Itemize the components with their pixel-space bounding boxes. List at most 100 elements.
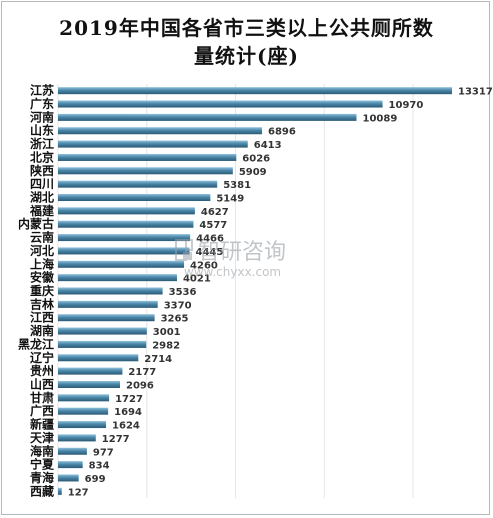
value-label: 10089 [362,113,397,124]
category-label: 西藏 [30,483,54,498]
bar [58,260,185,268]
value-label: 4627 [201,207,229,218]
category-label: 青海 [30,470,54,485]
watermark-brand: 智研咨询 [198,240,286,265]
value-label: 6026 [242,153,270,164]
bar [58,220,194,228]
category-label: 黑龙江 [18,336,54,351]
value-label: 1694 [114,407,142,418]
bar [58,447,87,455]
value-label: 3001 [153,327,181,338]
category-label: 河北 [29,243,54,258]
value-label: 6413 [254,140,282,151]
value-label: 2177 [128,367,156,378]
bar [58,367,123,375]
bar [58,314,155,322]
category-label: 云南 [30,230,54,245]
value-label: 5909 [239,167,267,178]
category-label: 江苏 [30,83,54,98]
category-label: 辽宁 [30,350,54,365]
bar [58,407,109,415]
category-label: 安徽 [30,270,55,285]
bar [58,327,147,335]
category-label: 重庆 [30,283,54,298]
category-label: 湖北 [30,190,54,205]
category-label: 广东 [30,96,54,111]
value-label: 2096 [126,380,154,391]
category-label: 北京 [30,149,54,164]
category-label: 河南 [29,109,54,124]
bar [58,340,147,348]
category-label: 贵州 [30,363,54,378]
watermark-url: www.chyxx.com [184,265,281,279]
bar [58,487,62,495]
value-label: 1624 [112,421,140,432]
bar [58,434,96,442]
bar [58,274,177,282]
category-label: 内蒙古 [18,216,54,231]
value-label: 4577 [199,220,227,231]
category-label: 吉林 [30,296,54,311]
bar [58,87,452,95]
value-label: 4466 [196,234,224,245]
bar [58,247,190,255]
value-label: 3536 [169,287,197,298]
bar [58,380,121,388]
bar [58,287,163,295]
value-label: 4021 [183,274,211,285]
value-label: 10970 [389,100,424,111]
bar [58,234,191,242]
bar [58,421,107,429]
category-label: 上海 [30,256,54,271]
category-label: 宁夏 [30,457,55,472]
category-label: 江西 [30,310,54,325]
chart-title-line-2: 量统计(座) [194,44,299,68]
bar [58,100,383,108]
category-label: 甘肃 [30,390,54,405]
category-label: 湖南 [30,323,54,338]
watermark: 智研咨询 www.chyxx.com [175,239,286,279]
bar [58,153,237,161]
bar [58,180,218,188]
bar [58,127,263,135]
chart-title-line-1: 2019年中国各省市三类以上公共厕所数 [59,16,434,40]
bar [58,207,195,215]
value-label: 5381 [223,180,251,191]
value-label: 5149 [216,194,244,205]
category-label: 天津 [30,430,54,445]
bar [58,167,233,175]
value-label: 2982 [152,340,180,351]
category-label: 四川 [30,177,54,191]
category-label: 新疆 [30,417,54,432]
bar [58,354,139,362]
watermark-logo-icon [175,239,193,261]
category-label: 山东 [30,123,54,138]
bar [58,461,83,469]
value-label: 3370 [164,300,192,311]
bar [58,113,357,121]
value-label: 834 [89,461,110,472]
bars: 江苏 13317 广东 10970 河南 10089 山东 6896 浙江 6413 北京 6026 陕… [18,83,493,499]
value-label: 1727 [115,394,143,405]
category-label: 福建 [29,203,55,218]
value-label: 13317 [458,87,493,98]
category-label: 山西 [30,376,54,391]
category-label: 广西 [30,403,54,418]
value-label: 699 [85,474,106,485]
category-label: 浙江 [30,136,54,151]
bar [58,300,158,308]
value-label: 1277 [102,434,130,445]
value-label: 4260 [190,260,218,271]
bar [58,474,79,482]
value-label: 4445 [196,247,224,258]
bar [58,394,110,402]
category-label: 海南 [30,443,54,458]
value-label: 3265 [161,314,189,325]
bar [58,140,248,148]
value-label: 127 [68,487,89,498]
bar [58,194,211,202]
value-label: 2714 [144,354,172,365]
value-label: 977 [93,447,114,458]
